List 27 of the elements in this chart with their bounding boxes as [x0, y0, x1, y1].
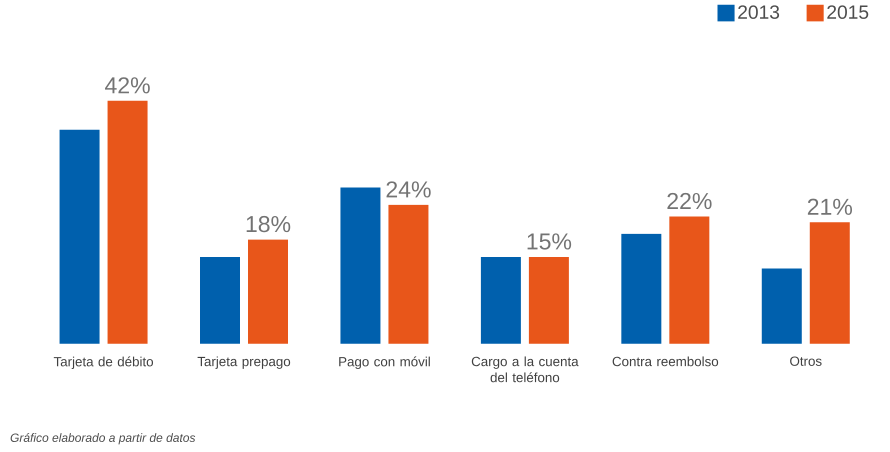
- bar: [388, 205, 428, 344]
- data-label: 22%: [667, 193, 712, 210]
- x-tick-label: Pago con móvil: [339, 356, 430, 370]
- data-label: 24%: [386, 181, 431, 198]
- bar: [108, 100, 148, 344]
- bar: [340, 188, 380, 344]
- bar: [762, 268, 802, 344]
- bar: [60, 130, 100, 344]
- x-tick-label: Otros: [790, 356, 822, 366]
- bar: [669, 216, 710, 344]
- bar: [528, 257, 569, 344]
- data-label: 15%: [528, 233, 572, 250]
- legend-label: 2015: [827, 5, 868, 20]
- x-tick-label: Contra reembolso: [612, 356, 718, 366]
- bar: [621, 234, 662, 344]
- legend-label: 2013: [738, 5, 780, 20]
- bar: [200, 257, 240, 344]
- bar: [480, 257, 521, 344]
- text: Gráfico elaborado a partir de datos: [10, 433, 196, 444]
- x-tick-label: Tarjeta prepago: [198, 356, 290, 369]
- data-label: 21%: [808, 198, 852, 215]
- x-tick-label: Tarjeta de débito: [54, 356, 154, 370]
- data-label: 42%: [105, 77, 150, 94]
- x-tick-label: Cargo a la cuenta del teléfono: [472, 356, 579, 382]
- data-label: 18%: [246, 216, 290, 232]
- bar: [248, 240, 288, 344]
- bar: [810, 222, 850, 344]
